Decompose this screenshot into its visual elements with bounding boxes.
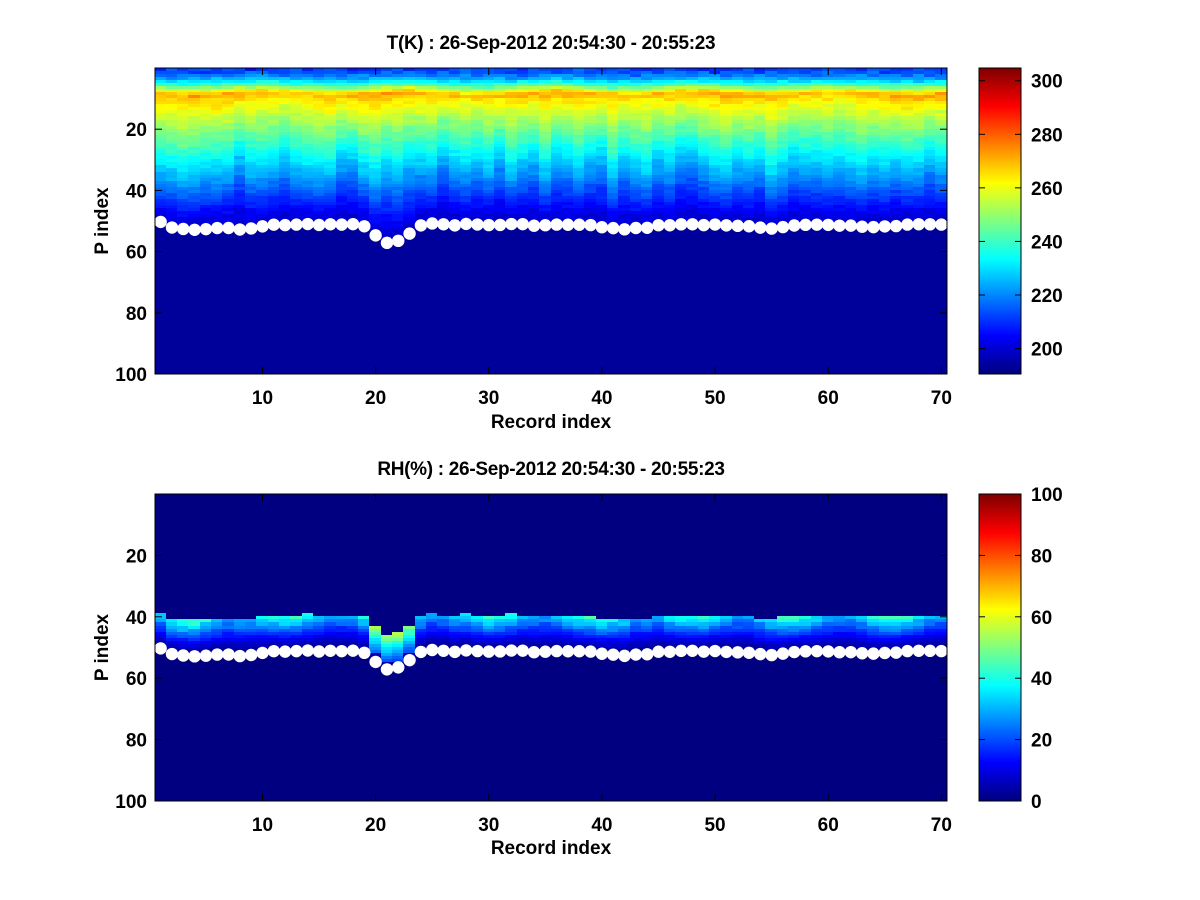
svg-text:40: 40 [126,181,147,202]
svg-text:100: 100 [115,792,147,813]
svg-text:220: 220 [1031,286,1063,307]
svg-text:20: 20 [365,388,386,409]
svg-text:260: 260 [1031,179,1063,200]
svg-text:100: 100 [1031,485,1063,506]
svg-text:100: 100 [115,365,147,386]
svg-text:70: 70 [931,815,952,836]
svg-text:280: 280 [1031,125,1063,146]
svg-text:20: 20 [126,120,147,141]
svg-text:50: 50 [704,815,725,836]
svg-text:300: 300 [1031,72,1063,93]
svg-text:P index: P index [92,613,113,681]
svg-text:30: 30 [478,388,499,409]
svg-text:240: 240 [1031,232,1063,253]
svg-text:60: 60 [126,669,147,690]
svg-text:80: 80 [126,731,147,752]
svg-text:80: 80 [1031,546,1052,567]
svg-text:20: 20 [365,815,386,836]
svg-text:60: 60 [126,243,147,264]
svg-text:60: 60 [818,388,839,409]
svg-text:40: 40 [126,608,147,629]
svg-text:60: 60 [1031,608,1052,629]
svg-text:40: 40 [1031,669,1052,690]
svg-text:10: 10 [252,815,273,836]
svg-text:0: 0 [1031,792,1042,813]
svg-text:50: 50 [704,388,725,409]
svg-text:20: 20 [126,546,147,567]
svg-text:40: 40 [591,815,612,836]
svg-text:P index: P index [92,187,113,255]
svg-text:60: 60 [818,815,839,836]
svg-text:40: 40 [591,388,612,409]
svg-text:10: 10 [252,388,273,409]
svg-text:80: 80 [126,304,147,325]
svg-text:30: 30 [478,815,499,836]
svg-text:200: 200 [1031,340,1063,361]
svg-text:20: 20 [1031,731,1052,752]
svg-text:70: 70 [931,388,952,409]
